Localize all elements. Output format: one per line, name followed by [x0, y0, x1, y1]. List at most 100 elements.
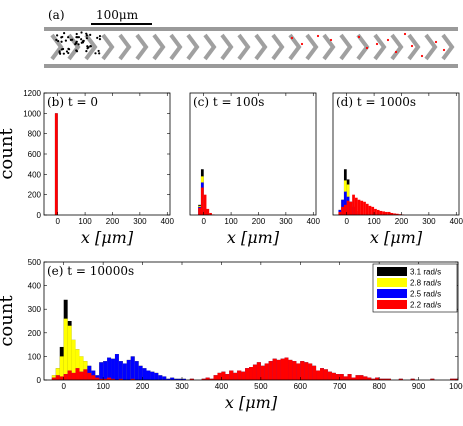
- histogram-bar: [233, 372, 238, 380]
- x-axis-label: x [μm]: [225, 393, 278, 412]
- particle-black: [76, 36, 79, 39]
- histogram-bar: [363, 201, 366, 215]
- particle-red: [394, 50, 398, 54]
- channel-groove: [101, 33, 115, 61]
- histogram-bar: [349, 201, 353, 215]
- histogram-panel-e: 0 100 200 300 400 500 600 700 800 900 1000 0 100 200 3…: [0, 258, 463, 412]
- plot-frame: [43, 92, 171, 216]
- histogram-bar: [264, 363, 269, 380]
- x-tick-label: 200: [136, 382, 150, 391]
- histogram-bar: [71, 339, 76, 380]
- histogram-bar: [339, 374, 344, 380]
- channel-groove: [169, 33, 183, 61]
- channel-groove: [203, 33, 217, 61]
- x-tick-label: 100: [367, 217, 381, 226]
- histogram-bar: [379, 210, 383, 215]
- y-tick-label: 600: [28, 150, 42, 159]
- histogram-bar: [382, 211, 386, 215]
- x-tick-label: 400: [307, 217, 321, 226]
- histogram-bar: [55, 368, 60, 380]
- histogram-bar: [213, 375, 218, 380]
- x-axis-label: x [μm]: [227, 228, 280, 247]
- y-tick-label: 0: [37, 211, 42, 220]
- x-tick-label: 600: [294, 382, 308, 391]
- x-tick-label: 200: [395, 217, 409, 226]
- x-tick-label: 0: [344, 217, 349, 226]
- histogram-bar: [174, 378, 179, 380]
- particle-black: [75, 32, 78, 36]
- channel-groove: [373, 33, 387, 61]
- histogram-bar: [383, 378, 388, 380]
- channel-groove: [407, 33, 421, 61]
- histogram-bar: [354, 197, 358, 215]
- histogram-bar: [300, 361, 305, 380]
- histogram-bar: [55, 375, 60, 380]
- x-tick-label: 100: [96, 382, 110, 391]
- particle-red: [434, 40, 438, 44]
- channel-groove: [220, 33, 234, 61]
- histogram-bar: [225, 374, 230, 380]
- histogram-bar: [296, 363, 301, 380]
- particle-black: [65, 50, 69, 53]
- histogram-bar: [280, 358, 285, 380]
- histogram-bar: [162, 376, 167, 380]
- particle-black: [89, 44, 92, 48]
- legend-swatch: [377, 278, 407, 287]
- x-tick-label: 700: [333, 382, 347, 391]
- histogram-bar: [245, 368, 250, 380]
- particle-red: [365, 46, 369, 50]
- channel-groove: [424, 33, 438, 61]
- scale-bar-label: 100μm: [96, 8, 139, 22]
- panel-label: (d) t = 1000s: [336, 95, 416, 109]
- histogram-bar: [59, 376, 64, 380]
- particle-black: [94, 52, 97, 55]
- histogram-bar: [67, 325, 72, 380]
- x-tick-label: 800: [372, 382, 386, 391]
- histogram-bar: [355, 375, 360, 380]
- histogram-bar: [390, 212, 394, 215]
- histogram-bar: [327, 371, 332, 380]
- histogram-panel-d: 0 100 200 300 400 (d) t = 1000s x [μm]: [332, 92, 463, 247]
- particle-black: [67, 47, 70, 50]
- x-tick-label: 400: [161, 217, 175, 226]
- particle-red: [403, 32, 407, 36]
- histogram-bar: [256, 362, 261, 380]
- histogram-bar: [63, 318, 68, 380]
- channel-groove: [237, 33, 251, 61]
- histogram-bar: [146, 370, 151, 380]
- histogram-bar: [351, 377, 356, 380]
- x-tick-label: 400: [450, 217, 463, 226]
- histogram-bar: [67, 370, 72, 380]
- particle-black: [67, 51, 70, 55]
- histogram-bar: [83, 369, 88, 380]
- histogram-bar: [63, 374, 68, 380]
- y-tick-label: 0: [37, 376, 42, 385]
- histogram-bar: [387, 211, 391, 215]
- particle-black: [81, 41, 85, 44]
- histogram-bar: [371, 206, 375, 215]
- particle-black: [77, 43, 80, 46]
- legend-entry: 3.1 rad/s: [410, 268, 441, 277]
- particle-black: [75, 50, 79, 53]
- histogram-bar: [75, 368, 80, 380]
- histogram-bar: [365, 203, 369, 215]
- legend: 3.1 rad/s 2.8 rad/s 2.5 rad/s 2.2 rad/s: [372, 263, 458, 313]
- histogram-bar: [114, 354, 119, 380]
- legend-entry: 2.5 rad/s: [410, 290, 441, 299]
- histogram-bar: [376, 209, 380, 215]
- histogram-bar: [335, 374, 340, 380]
- histogram-bar: [142, 368, 147, 380]
- histogram-bar: [154, 372, 159, 380]
- histogram-bar: [308, 363, 313, 380]
- channel-groove: [50, 33, 64, 61]
- histogram-bar: [359, 375, 364, 380]
- histogram-bar: [375, 377, 380, 380]
- histogram-bar: [288, 359, 293, 380]
- histogram-bar: [292, 361, 297, 380]
- y-tick-label: 1200: [23, 89, 41, 98]
- channel-groove: [305, 33, 319, 61]
- y-tick-label: 100: [28, 352, 42, 361]
- histogram-bar: [398, 378, 403, 380]
- channel-groove: [135, 33, 149, 61]
- histogram-bar: [368, 205, 372, 215]
